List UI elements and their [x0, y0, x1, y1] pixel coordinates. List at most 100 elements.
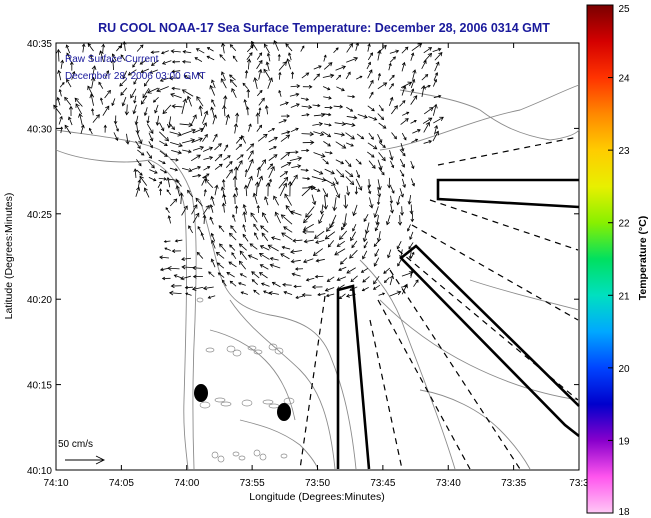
x-tick-label: 74:10 [43, 478, 68, 489]
colorbar-tick-label: 25 [618, 4, 630, 15]
current-vector [133, 77, 138, 85]
current-vector [396, 195, 401, 206]
current-vector [338, 293, 346, 300]
current-vector [140, 95, 148, 105]
current-vector [136, 159, 142, 167]
current-vector [410, 95, 418, 105]
current-vector [110, 58, 116, 71]
current-vector [181, 167, 193, 173]
current-vector [254, 181, 260, 195]
current-vector [88, 127, 93, 135]
current-vector [203, 155, 214, 160]
current-vector [399, 149, 406, 157]
current-vector [423, 47, 433, 54]
current-vector [92, 114, 100, 123]
current-vector [159, 188, 163, 196]
bathymetry-contour [211, 451, 219, 459]
current-vector [258, 272, 268, 279]
current-vector [288, 52, 292, 61]
scale-label: 50 cm/s [58, 439, 93, 450]
current-vector [209, 84, 216, 96]
current-vector [389, 275, 395, 286]
current-vector [339, 230, 348, 240]
current-vector [326, 276, 335, 282]
current-vector [300, 97, 310, 101]
current-vector [377, 72, 381, 81]
current-vector [362, 276, 370, 283]
current-vector [259, 245, 270, 251]
current-vector [90, 76, 96, 89]
current-vector [410, 213, 415, 223]
current-vector [168, 75, 181, 81]
current-vector [302, 177, 311, 181]
current-vector [335, 141, 347, 149]
current-vector [150, 50, 160, 55]
current-vector [160, 50, 169, 55]
current-vector [290, 127, 299, 133]
current-vector [408, 242, 414, 250]
current-vector [375, 215, 380, 226]
current-vector [402, 111, 410, 116]
current-vector [433, 72, 439, 81]
current-vector [257, 133, 268, 142]
current-vector [346, 115, 358, 120]
current-vector [242, 211, 247, 223]
current-vector [271, 281, 281, 288]
current-vector [345, 71, 351, 80]
current-vector [186, 95, 192, 107]
current-vector [324, 179, 336, 186]
current-vector [363, 214, 369, 222]
current-vector [389, 56, 396, 63]
current-vector [372, 284, 381, 290]
current-vector [389, 74, 395, 81]
current-vector [210, 195, 215, 206]
current-vector [346, 106, 354, 112]
x-tick-label: 73:55 [240, 478, 265, 489]
current-vector [192, 265, 203, 270]
current-vector [179, 122, 193, 128]
current-vector [400, 206, 404, 216]
current-vector [352, 223, 357, 232]
current-vector [139, 175, 148, 186]
current-vector [181, 257, 191, 262]
x-tick-label: 74:00 [174, 478, 199, 489]
current-vector [258, 107, 262, 115]
current-vector [377, 133, 383, 144]
current-vector [242, 224, 246, 232]
current-vector [235, 143, 243, 151]
current-vector [345, 170, 354, 178]
current-vector [281, 232, 293, 241]
current-vector [176, 179, 182, 187]
current-vector [179, 192, 184, 205]
current-vector [214, 143, 222, 151]
bathymetry-contour [259, 453, 267, 461]
current-vector [159, 150, 168, 157]
current-vector [399, 169, 405, 177]
current-vector [369, 197, 374, 209]
bathymetry-contour [196, 297, 204, 303]
current-vector [78, 113, 83, 126]
current-vector [171, 69, 181, 74]
current-vector [368, 132, 374, 140]
current-vector [367, 178, 372, 189]
bathymetry-contour [199, 199, 357, 470]
y-tick-label: 40:35 [27, 39, 52, 50]
bathymetry-contour [241, 399, 253, 407]
current-vector [265, 61, 270, 71]
current-vector [378, 122, 387, 129]
current-vector [53, 104, 62, 115]
current-vector [289, 174, 298, 187]
current-vector [354, 186, 359, 195]
current-vector [122, 41, 127, 52]
current-vector [279, 182, 288, 197]
current-vector [312, 248, 323, 256]
current-vector [401, 46, 409, 54]
current-vector [300, 45, 305, 52]
current-vector [290, 103, 300, 108]
colorbar-tick-label: 22 [618, 219, 630, 230]
current-vector [356, 75, 363, 80]
current-vector [166, 189, 172, 196]
current-vector [336, 276, 347, 282]
current-vector [214, 163, 223, 170]
current-vector [401, 85, 407, 96]
